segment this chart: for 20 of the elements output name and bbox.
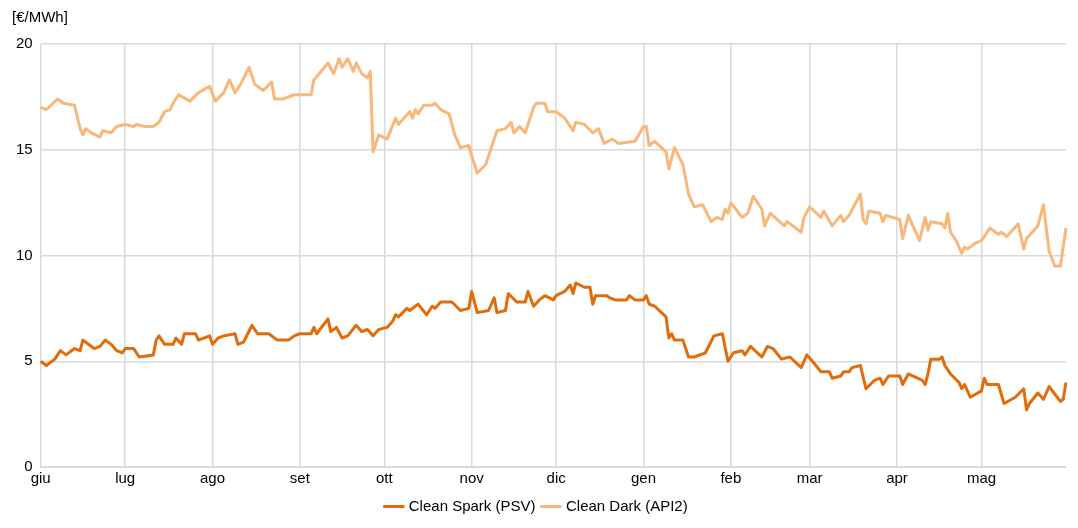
y-tick-label: 10 xyxy=(16,245,33,263)
legend-label: Clean Dark (API2) xyxy=(566,496,688,514)
x-tick-label: mag xyxy=(966,469,997,487)
x-tick-label: ott xyxy=(375,469,394,487)
y-axis-title: [€/MWh] xyxy=(12,7,68,25)
x-tick-label: giu xyxy=(30,469,51,487)
legend-label: Clean Spark (PSV) xyxy=(408,496,536,514)
x-tick-label: apr xyxy=(886,469,908,487)
x-tick-label: dic xyxy=(546,469,567,487)
x-tick-label: set xyxy=(289,469,311,487)
y-tick-label: 5 xyxy=(24,351,33,369)
y-tick-label: 20 xyxy=(16,34,33,52)
x-tick-label: ago xyxy=(199,469,226,487)
x-tick-label: nov xyxy=(459,469,485,487)
y-tick-label: 0 xyxy=(24,457,33,475)
y-tick-label: 15 xyxy=(16,139,33,157)
x-tick-label: mar xyxy=(796,469,823,487)
x-tick-label: feb xyxy=(720,469,742,487)
x-tick-label: lug xyxy=(115,469,136,487)
x-tick-label: gen xyxy=(630,469,656,487)
